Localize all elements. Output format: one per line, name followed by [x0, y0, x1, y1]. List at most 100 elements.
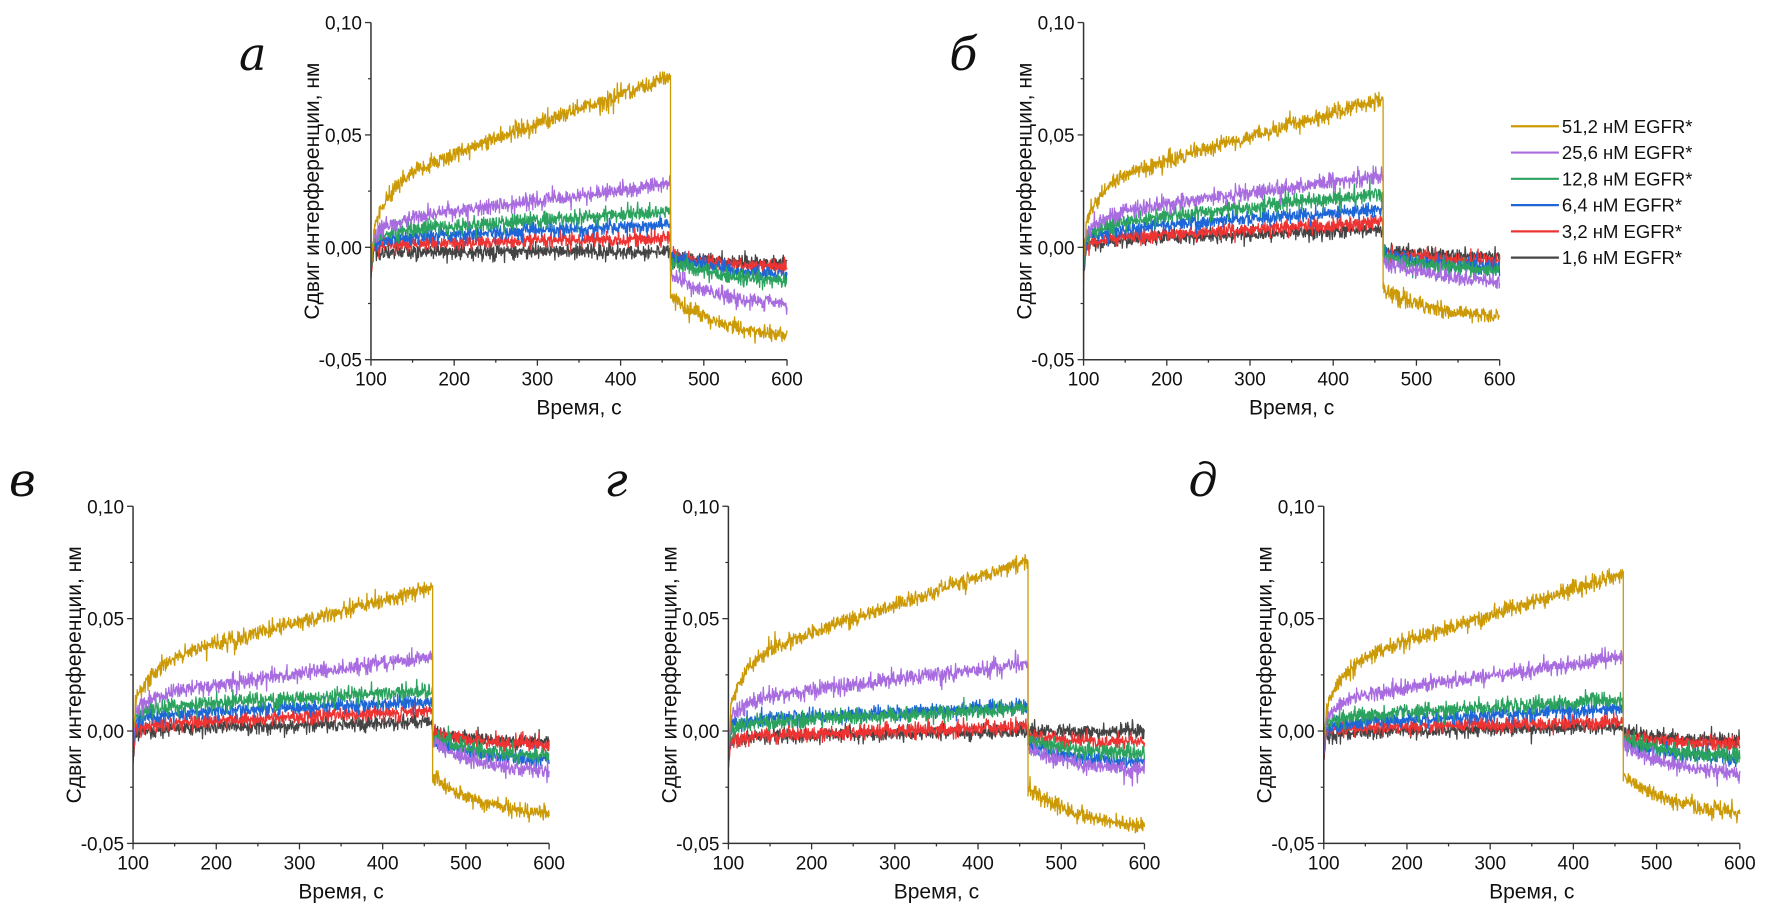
y-tick-label: 0,00 — [1278, 722, 1315, 743]
panel-3: в -0,05 0,00 0,05 0,10 100 200 300 400 500 600 Врем… — [9, 453, 565, 903]
series-line-4 — [370, 215, 788, 282]
y-tick-label: 0,00 — [325, 238, 362, 259]
x-axis-title: Время, с — [1489, 880, 1574, 903]
legend-item: 51,2 нМ EGFR* — [1510, 116, 1693, 137]
y-tick-label: -0,05 — [81, 834, 124, 855]
y-tick-label: 0,05 — [87, 610, 124, 631]
series-line-2 — [133, 647, 550, 784]
x-tick-label: 100 — [713, 853, 745, 874]
x-tick-label: 400 — [962, 853, 994, 874]
legend-label: 25,6 нМ EGFR* — [1562, 142, 1693, 163]
y-tick-label: -0,05 — [1271, 834, 1314, 855]
y-tick-label: 0,00 — [1038, 238, 1075, 259]
x-tick-label: 300 — [522, 370, 554, 391]
legend-label: 12,8 нМ EGFR* — [1562, 168, 1693, 189]
x-tick-label: 400 — [367, 853, 399, 874]
y-tick-label: 0,05 — [1278, 610, 1315, 631]
series-line-1 — [133, 581, 550, 823]
x-tick-label: 300 — [1474, 853, 1506, 874]
x-tick-label: 600 — [771, 370, 803, 391]
x-tick-label: 500 — [1641, 853, 1673, 874]
series-group — [1323, 568, 1741, 824]
panel-1: а -0,05 0,00 0,05 0,10 100 200 300 400 500 600 Врем… — [239, 14, 803, 420]
x-tick-label: 200 — [1151, 370, 1183, 391]
legend-item: 3,2 нМ EGFR* — [1510, 221, 1682, 242]
y-tick-label: 0,10 — [325, 14, 362, 35]
x-axis-title: Время, с — [1249, 397, 1334, 420]
series-line-1 — [370, 71, 788, 344]
y-tick-label: 0,00 — [682, 722, 719, 743]
legend-label: 6,4 нМ EGFR* — [1562, 195, 1682, 216]
y-tick-label: 0,00 — [87, 722, 124, 743]
series-group — [370, 71, 788, 344]
series-line-5 — [728, 716, 1146, 769]
series-group — [728, 553, 1146, 834]
x-tick-label: 200 — [438, 370, 470, 391]
x-tick-label: 200 — [1391, 853, 1423, 874]
x-tick-label: 100 — [355, 370, 387, 391]
series-line-1 — [1323, 568, 1741, 824]
x-tick-label: 500 — [450, 853, 482, 874]
x-tick-label: 200 — [200, 853, 232, 874]
x-tick-label: 600 — [1484, 370, 1516, 391]
series-group — [1083, 91, 1501, 324]
series-line-1 — [728, 553, 1146, 834]
y-axis-title: Сдвиг интерференции, нм — [63, 546, 86, 803]
panel-2: б -0,05 0,00 0,05 0,10 100 200 300 400 500 600 Врем… — [949, 14, 1515, 420]
legend-label: 3,2 нМ EGFR* — [1562, 221, 1682, 242]
x-tick-label: 100 — [1068, 370, 1100, 391]
x-axis-title: Время, с — [298, 880, 383, 903]
series-line-2 — [1323, 646, 1741, 787]
x-axis-title: Время, с — [536, 397, 621, 420]
x-tick-label: 500 — [1401, 370, 1433, 391]
x-tick-label: 400 — [1558, 853, 1590, 874]
x-tick-label: 400 — [1317, 370, 1349, 391]
series-line-1 — [1083, 91, 1501, 324]
series-line-2 — [370, 175, 788, 315]
x-tick-label: 500 — [688, 370, 720, 391]
legend-item: 12,8 нМ EGFR* — [1510, 168, 1693, 189]
y-axis-title: Сдвиг интерференции, нм — [1014, 63, 1037, 320]
panel-4: г -0,05 0,00 0,05 0,10 100 200 300 400 500 600 Врем… — [604, 453, 1160, 903]
x-tick-label: 400 — [605, 370, 637, 391]
legend-item: 1,6 нМ EGFR* — [1510, 247, 1682, 268]
y-axis-title: Сдвиг интерференции, нм — [658, 546, 681, 803]
legend-item: 6,4 нМ EGFR* — [1510, 195, 1682, 216]
series-line-2 — [1083, 165, 1501, 290]
y-axis-title: Сдвиг интерференции, нм — [301, 63, 324, 320]
series-line-5 — [1323, 710, 1741, 765]
y-tick-label: 0,10 — [1278, 497, 1315, 518]
x-tick-label: 600 — [533, 853, 565, 874]
y-axis-title: Сдвиг интерференции, нм — [1254, 546, 1277, 803]
y-tick-label: 0,10 — [682, 497, 719, 518]
x-tick-label: 100 — [117, 853, 149, 874]
series-line-2 — [728, 649, 1146, 787]
panel-letter: д — [1188, 453, 1217, 507]
panel-letter: в — [9, 453, 36, 507]
x-tick-label: 100 — [1308, 853, 1340, 874]
y-tick-label: 0,05 — [682, 610, 719, 631]
x-tick-label: 300 — [284, 853, 316, 874]
panel-letter: а — [239, 27, 266, 81]
y-tick-label: -0,05 — [1031, 351, 1074, 372]
x-tick-label: 500 — [1045, 853, 1077, 874]
legend-label: 51,2 нМ EGFR* — [1562, 116, 1693, 137]
series-group — [133, 581, 550, 823]
panel-letter: б — [949, 27, 978, 81]
legend-item: 25,6 нМ EGFR* — [1510, 142, 1693, 163]
legend-label: 1,6 нМ EGFR* — [1562, 247, 1682, 268]
y-tick-label: 0,05 — [325, 126, 362, 147]
legend: 51,2 нМ EGFR* 25,6 нМ EGFR* 12,8 нМ EGFR* 6… — [1510, 116, 1693, 268]
x-tick-label: 300 — [879, 853, 911, 874]
x-tick-label: 600 — [1724, 853, 1756, 874]
series-line-4 — [1323, 700, 1741, 768]
series-line-5 — [133, 699, 550, 756]
panel-5: д -0,05 0,00 0,05 0,10 100 200 300 400 500 600 Врем… — [1188, 453, 1755, 903]
x-tick-label: 600 — [1129, 853, 1161, 874]
series-line-3 — [133, 678, 550, 767]
series-line-3 — [1083, 178, 1501, 282]
y-tick-label: 0,10 — [1038, 14, 1075, 35]
x-tick-label: 300 — [1234, 370, 1266, 391]
panel-letter: г — [604, 453, 627, 507]
